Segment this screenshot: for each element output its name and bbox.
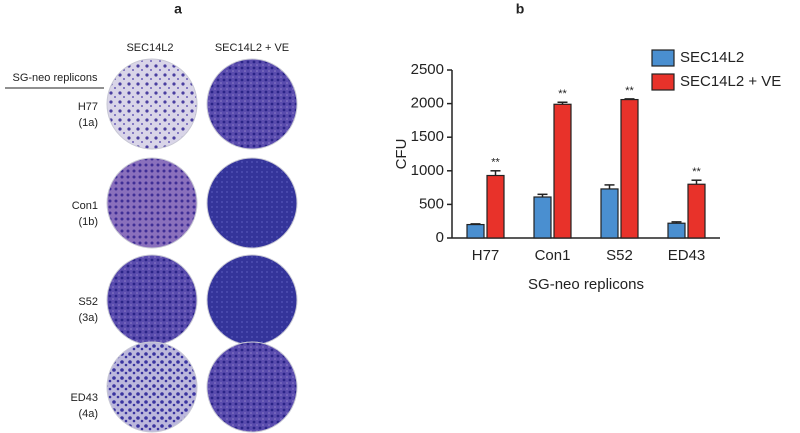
row-genotype: (4a) [78, 408, 98, 420]
y-tick-label: 2000 [411, 95, 444, 112]
plate [106, 157, 198, 249]
column-header: SEC14L2 [126, 42, 173, 54]
y-tick-label: 500 [419, 195, 444, 212]
x-tick-label: H77 [472, 247, 500, 264]
row-genotype: (1b) [78, 216, 98, 228]
panel-label: b [516, 1, 525, 17]
legend-swatch [651, 73, 675, 91]
legend-label: SEC14L2 [680, 49, 744, 66]
significance-label: ** [491, 157, 500, 169]
bar [533, 196, 552, 239]
row-label: ED43 [70, 392, 98, 404]
bar [667, 222, 686, 239]
y-tick-label: 1500 [411, 128, 444, 145]
bar [620, 98, 639, 239]
x-tick-label: ED43 [668, 247, 706, 264]
bar [687, 183, 706, 239]
bar [600, 188, 619, 239]
legend-label: SEC14L2 + VE [680, 73, 781, 90]
plate [106, 341, 198, 433]
plate [106, 58, 198, 150]
row-genotype: (3a) [78, 312, 98, 324]
y-tick-label: 0 [436, 229, 444, 246]
plate [206, 341, 298, 433]
row-genotype: (1a) [78, 117, 98, 129]
row-label: S52 [78, 296, 98, 308]
significance-label: ** [558, 88, 567, 100]
x-tick-label: S52 [606, 247, 633, 264]
bar [486, 174, 505, 239]
column-header: SEC14L2 + VE [215, 42, 289, 54]
row-label: Con1 [72, 200, 98, 212]
bar [466, 223, 485, 239]
row-header: SG-neo replicons [13, 72, 98, 84]
plate [206, 58, 298, 150]
row-label: H77 [78, 101, 98, 113]
plate [206, 254, 298, 346]
y-axis-title: CFU [393, 139, 410, 170]
bar [553, 103, 572, 239]
significance-label: ** [625, 85, 634, 97]
plate [106, 254, 198, 346]
x-axis-title: SG-neo replicons [528, 276, 644, 293]
legend-swatch [651, 49, 675, 67]
significance-label: ** [692, 166, 701, 178]
y-tick-label: 1000 [411, 162, 444, 179]
panel-label: a [174, 1, 182, 17]
plate [206, 157, 298, 249]
x-tick-label: Con1 [535, 247, 571, 264]
y-tick-label: 2500 [411, 61, 444, 78]
plates [106, 58, 298, 433]
